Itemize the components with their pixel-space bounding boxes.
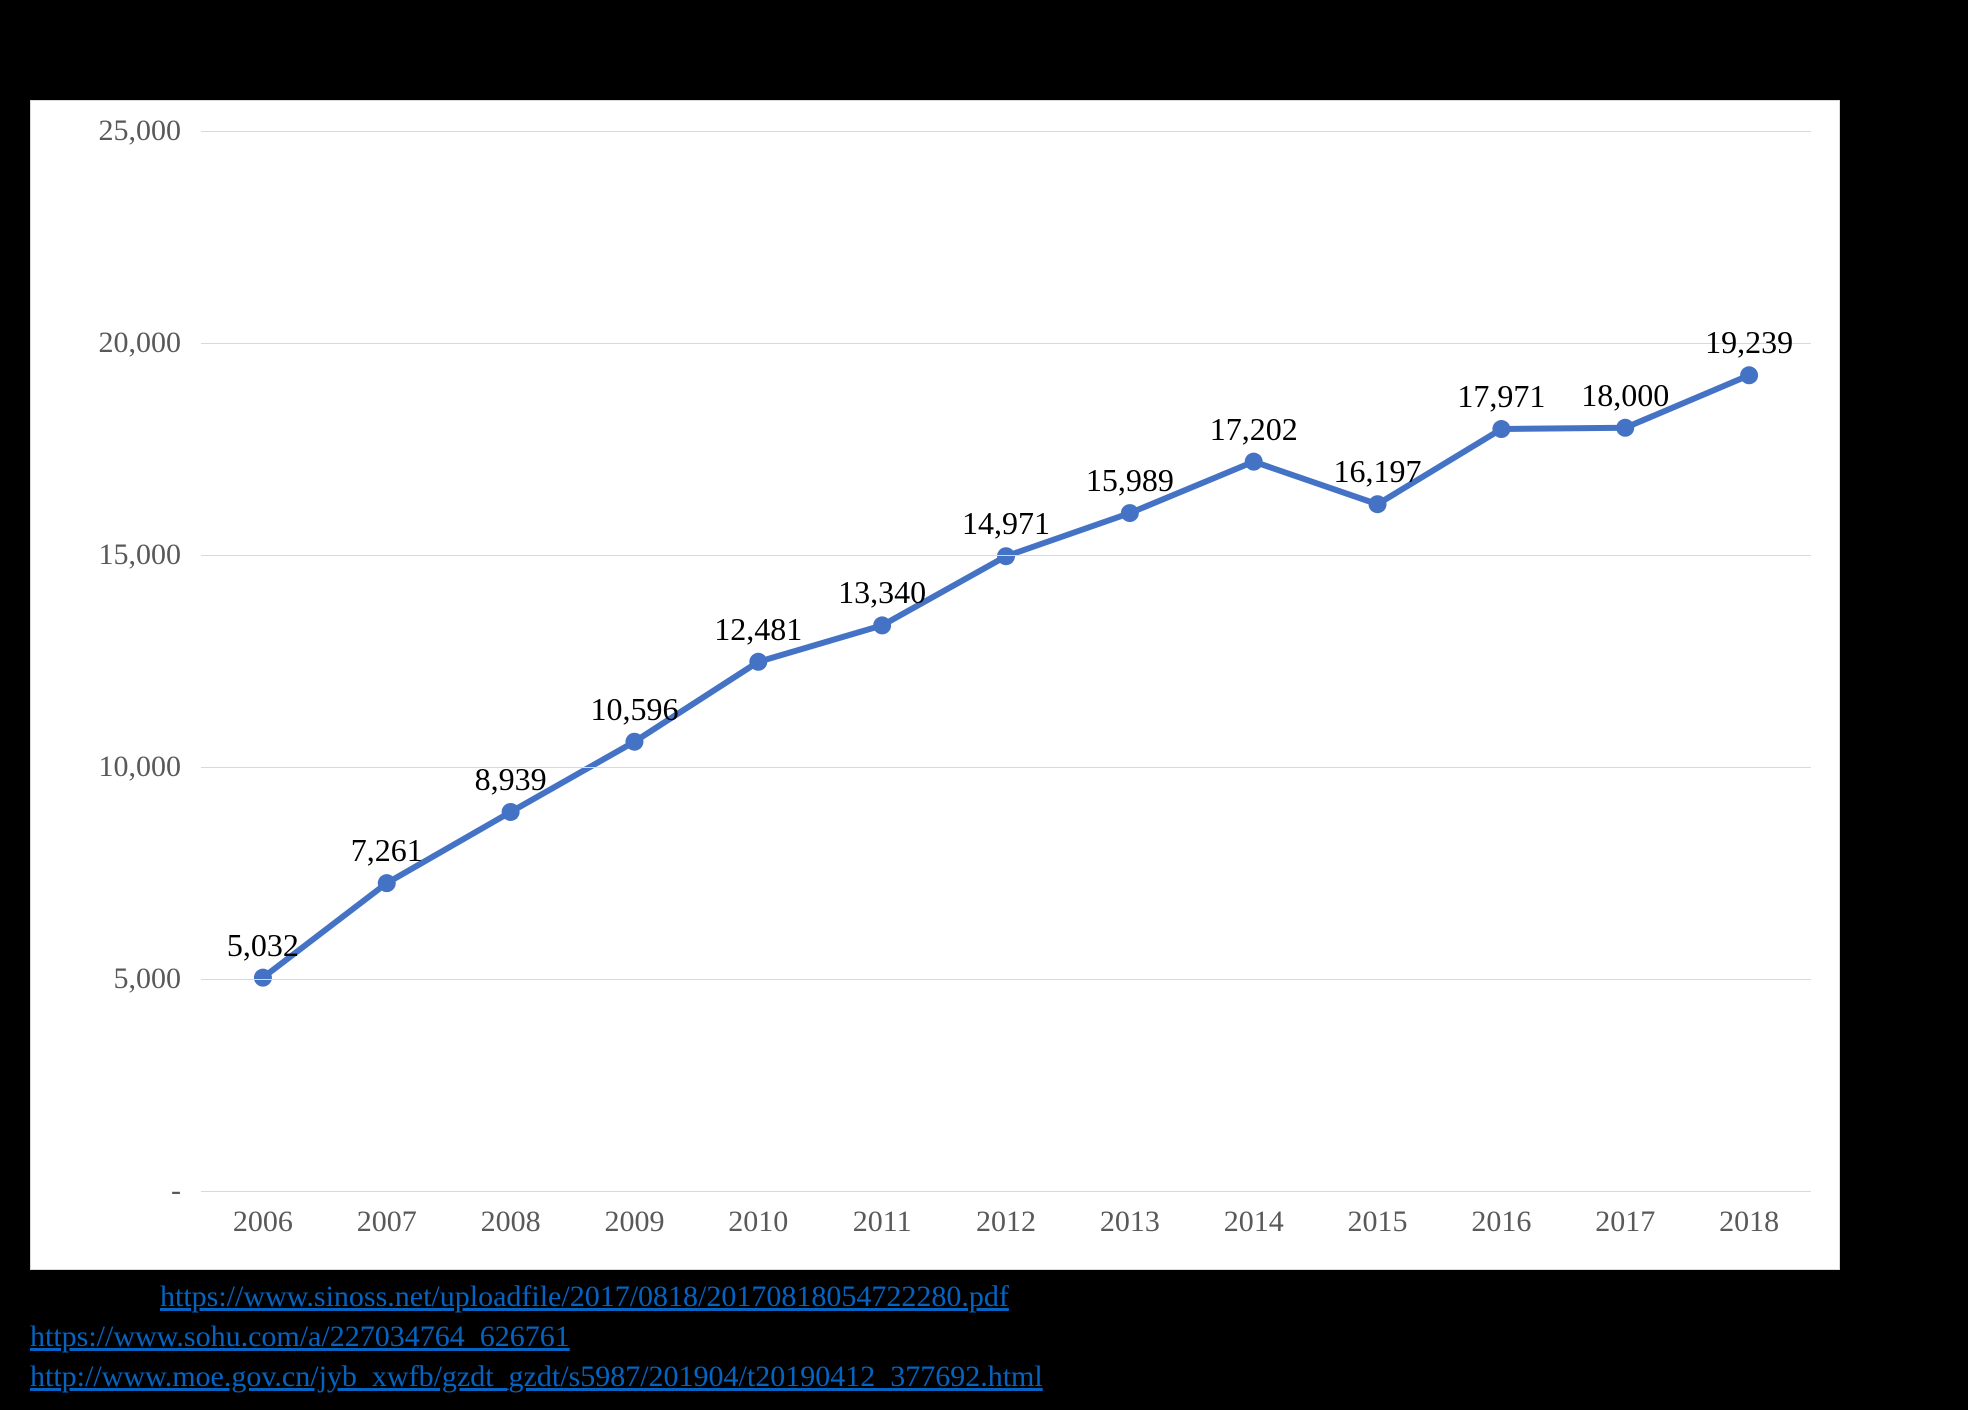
x-axis-tick: 2014 — [1224, 1205, 1284, 1239]
data-point — [749, 653, 767, 671]
y-axis-tick: - — [31, 1174, 181, 1208]
gridline — [201, 767, 1811, 768]
x-axis-tick: 2009 — [604, 1205, 664, 1239]
series-line — [263, 375, 1749, 977]
gridline — [201, 555, 1811, 556]
source-link[interactable]: http://www.moe.gov.cn/jyb_xwfb/gzdt_gzdt… — [30, 1360, 1043, 1394]
x-axis-tick: 2018 — [1719, 1205, 1779, 1239]
x-axis-tick: 2008 — [481, 1205, 541, 1239]
data-label: 16,197 — [1334, 453, 1422, 490]
data-point — [1121, 504, 1139, 522]
data-label: 12,481 — [714, 611, 802, 648]
data-label: 5,032 — [227, 927, 299, 964]
data-label: 17,971 — [1457, 378, 1545, 415]
x-axis-tick: 2012 — [976, 1205, 1036, 1239]
data-point — [1369, 495, 1387, 513]
x-axis-tick: 2010 — [728, 1205, 788, 1239]
y-axis-tick: 5,000 — [31, 962, 181, 996]
gridline — [201, 1191, 1811, 1192]
y-axis-tick: 25,000 — [31, 114, 181, 148]
plot-area: -5,00010,00015,00020,00025,0002006200720… — [201, 131, 1811, 1191]
data-label: 15,989 — [1086, 462, 1174, 499]
y-axis-tick: 15,000 — [31, 538, 181, 572]
data-point — [1492, 420, 1510, 438]
data-point — [378, 874, 396, 892]
data-label: 10,596 — [590, 691, 678, 728]
data-point — [502, 803, 520, 821]
source-link[interactable]: https://www.sinoss.net/uploadfile/2017/0… — [160, 1280, 1009, 1314]
data-label: 19,239 — [1705, 324, 1793, 361]
data-label: 17,202 — [1210, 411, 1298, 448]
data-point — [1740, 366, 1758, 384]
x-axis-tick: 2013 — [1100, 1205, 1160, 1239]
x-axis-tick: 2006 — [233, 1205, 293, 1239]
x-axis-tick: 2017 — [1595, 1205, 1655, 1239]
data-point — [873, 616, 891, 634]
source-link[interactable]: https://www.sohu.com/a/227034764_626761 — [30, 1320, 570, 1354]
y-axis-tick: 10,000 — [31, 750, 181, 784]
gridline — [201, 131, 1811, 132]
data-label: 14,971 — [962, 505, 1050, 542]
x-axis-tick: 2007 — [357, 1205, 417, 1239]
data-label: 8,939 — [475, 761, 547, 798]
data-label: 7,261 — [351, 832, 423, 869]
x-axis-tick: 2016 — [1471, 1205, 1531, 1239]
x-axis-tick: 2011 — [853, 1205, 912, 1239]
gridline — [201, 343, 1811, 344]
data-point — [254, 969, 272, 987]
data-point — [997, 547, 1015, 565]
chart-panel: - 5,000 10,000 15,000 20,000 25,000 2006 2007 20… — [30, 100, 1840, 1270]
data-point — [1245, 453, 1263, 471]
data-label: 13,340 — [838, 574, 926, 611]
data-label: 18,000 — [1581, 377, 1669, 414]
line-chart-svg — [201, 131, 1811, 1191]
data-point — [625, 733, 643, 751]
gridline — [201, 979, 1811, 980]
data-point — [1616, 419, 1634, 437]
x-axis-tick: 2015 — [1348, 1205, 1408, 1239]
y-axis-tick: 20,000 — [31, 326, 181, 360]
